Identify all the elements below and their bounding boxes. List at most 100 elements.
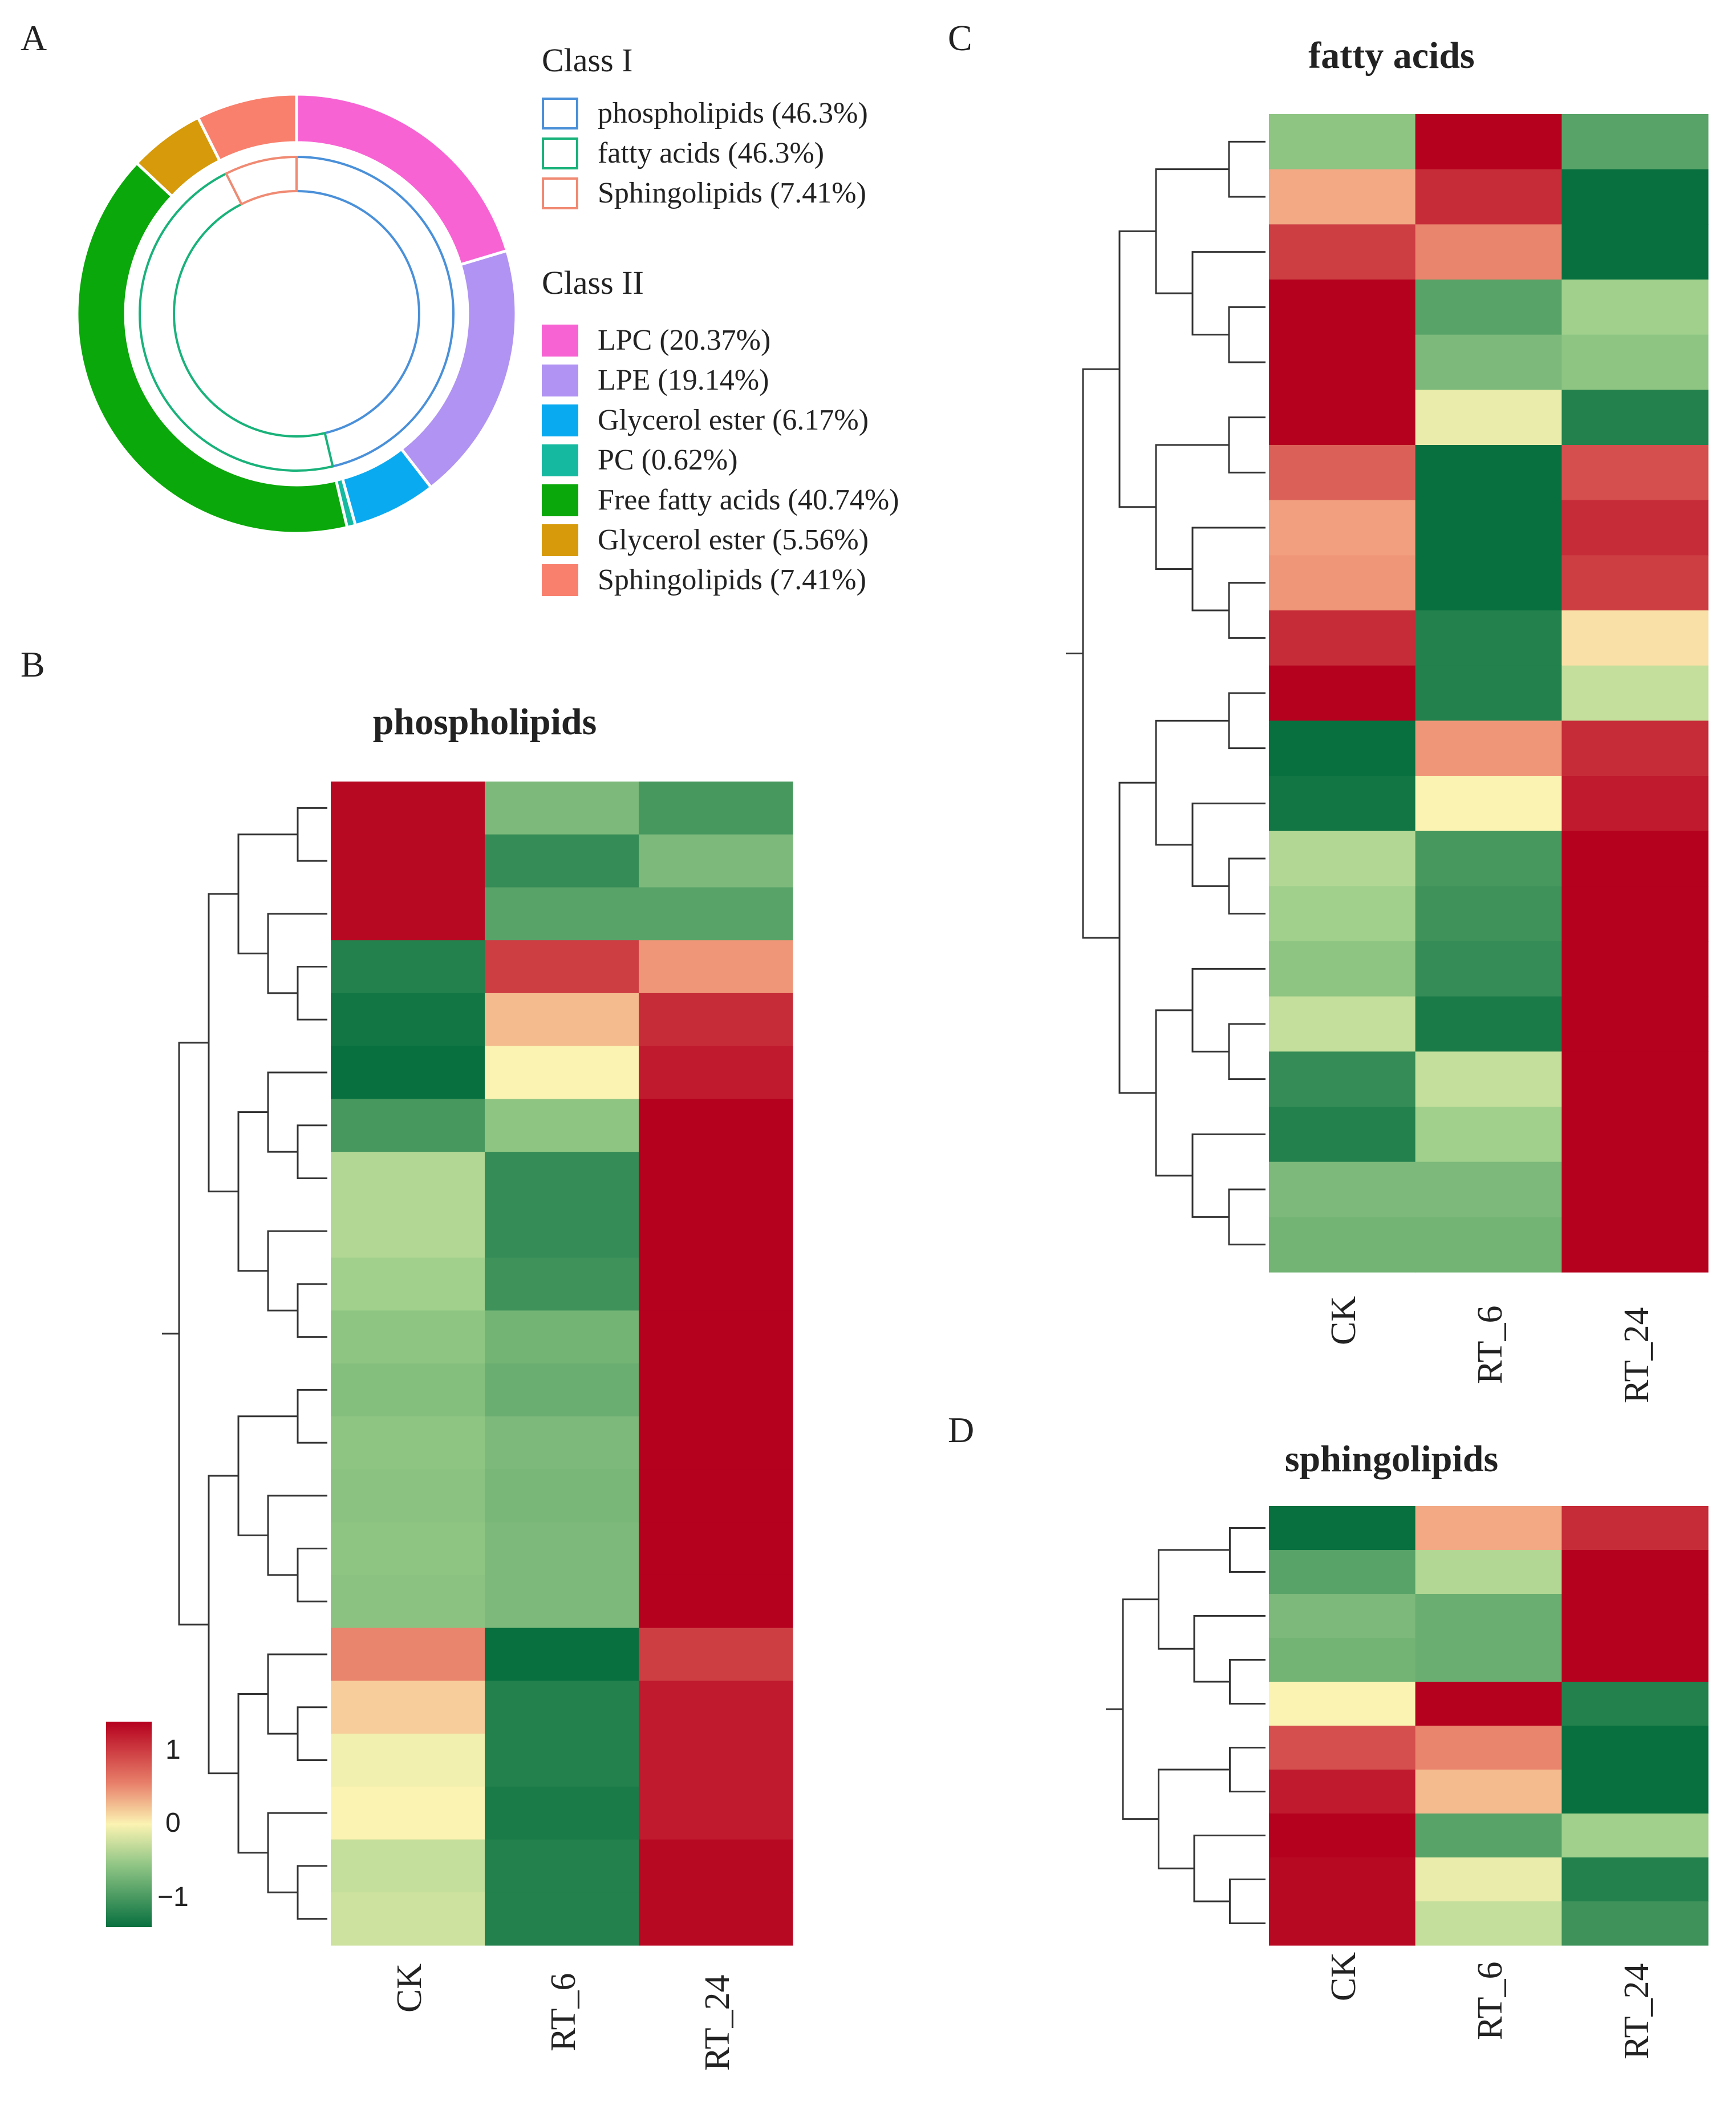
- heatmap-cell: [639, 1046, 793, 1099]
- heatmap-cell: [1415, 1857, 1562, 1902]
- color-scale-bar: [106, 1722, 152, 1927]
- heatmap-cell: [1561, 1550, 1709, 1594]
- heatmap-cell: [1415, 1594, 1562, 1638]
- heatmap-sphingolipids: [1106, 1506, 1709, 1946]
- legend-label: LPC (20.37%): [598, 324, 771, 357]
- heatmap-c-column-label: RT_6: [1471, 1305, 1510, 1384]
- legend-swatch: [542, 484, 578, 516]
- heatmap-cell: [1415, 1161, 1562, 1217]
- heatmap-cell: [639, 1204, 793, 1258]
- heatmap-d-title: sphingolipids: [1284, 1438, 1499, 1480]
- dendrogram-branch: [237, 1415, 298, 1536]
- heatmap-cell: [1561, 610, 1709, 666]
- heatmap-cell: [1269, 280, 1416, 335]
- heatmap-cell: [639, 1628, 793, 1681]
- colorbar-gradient: [106, 1722, 152, 1927]
- heatmap-cell: [485, 834, 639, 888]
- heatmap-cell: [485, 782, 639, 835]
- heatmap-cell: [331, 993, 485, 1047]
- heatmap-cell: [485, 1257, 639, 1311]
- heatmap-cell: [1269, 1217, 1416, 1273]
- dendrogram-branch: [1229, 1527, 1266, 1573]
- heatmap-cell: [1269, 1550, 1416, 1594]
- heatmap-cell: [1561, 500, 1709, 556]
- heatmap-cell: [485, 1681, 639, 1734]
- heatmap-cell: [1415, 941, 1562, 997]
- heatmap-cell: [1415, 1051, 1562, 1107]
- heatmap-cell: [1561, 1770, 1709, 1814]
- heatmap-b-column-label: RT_24: [698, 1974, 737, 2071]
- heatmap-cell: [1561, 555, 1709, 611]
- dendrogram-branch: [1228, 416, 1266, 473]
- heatmap-cell: [1269, 1594, 1416, 1638]
- heatmap-cell: [1561, 720, 1709, 776]
- heatmap-cell: [331, 1257, 485, 1311]
- heatmap-cell: [1561, 1857, 1709, 1902]
- heatmap-cell: [485, 1469, 639, 1523]
- heatmap-cell: [331, 1681, 485, 1734]
- heatmap-cell: [1561, 1638, 1709, 1682]
- heatmap-cell: [1269, 665, 1416, 721]
- dendrogram-branch: [1191, 1133, 1266, 1218]
- heatmap-cell: [1269, 390, 1416, 446]
- heatmap-cell: [1415, 776, 1562, 832]
- heatmap-cell: [1415, 1506, 1562, 1551]
- heatmap-cell: [1269, 1814, 1416, 1858]
- donut-outer-slice: [196, 92, 298, 163]
- dendrogram-branch: [1118, 782, 1156, 1094]
- heatmap-cell: [1415, 996, 1562, 1052]
- legend-swatch: [542, 564, 578, 596]
- heatmap-cell: [639, 782, 793, 835]
- heatmap-cell: [331, 1892, 485, 1946]
- heatmap-cell: [639, 834, 793, 888]
- heatmap-cell: [1415, 1107, 1562, 1163]
- heatmap-cell: [485, 1734, 639, 1787]
- dendrogram-branch: [267, 1071, 327, 1153]
- dendrogram-branch: [1191, 251, 1266, 336]
- heatmap-cell: [1561, 1814, 1709, 1858]
- heatmap-cell: [1561, 334, 1709, 390]
- legend-swatch: [542, 524, 578, 556]
- heatmap-cell: [1561, 114, 1709, 170]
- dendrogram-branch: [1158, 1549, 1230, 1650]
- heatmap-cell: [1415, 280, 1562, 335]
- dendrogram-branch: [237, 1111, 268, 1272]
- donut-inner-slice: [224, 155, 298, 206]
- heatmap-fatty-acids: [1066, 114, 1709, 1273]
- heatmap-cell: [1269, 114, 1416, 170]
- heatmap-cell: [485, 1892, 639, 1946]
- heatmap-cell: [485, 1522, 639, 1576]
- heatmap-cell: [485, 1099, 639, 1152]
- colorbar-tick-high: 1: [165, 1735, 181, 1765]
- heatmap-cell: [1415, 334, 1562, 390]
- heatmap-c-title: fatty acids: [1308, 35, 1475, 76]
- dendrogram-branch: [297, 1283, 327, 1338]
- heatmap-cell: [1415, 445, 1562, 501]
- heatmap-cell: [1269, 1161, 1416, 1217]
- heatmap-cell: [1269, 1901, 1416, 1946]
- donut-outer-slice: [75, 161, 349, 535]
- heatmap-cell: [1269, 1770, 1416, 1814]
- heatmap-c-column-label: CK: [1324, 1296, 1364, 1345]
- heatmap-cell: [639, 1469, 793, 1523]
- heatmap-cell: [485, 1786, 639, 1840]
- heatmap-cell: [1269, 1051, 1416, 1107]
- panel-c-letter: C: [948, 18, 972, 58]
- heatmap-cell: [639, 940, 793, 994]
- legend-label: fatty acids (46.3%): [598, 137, 825, 169]
- heatmap-b-title: phospholipids: [372, 701, 597, 743]
- heatmap-cell: [1415, 390, 1562, 446]
- heatmap-cell: [1561, 941, 1709, 997]
- heatmap-cell: [1561, 1107, 1709, 1163]
- panel-b-letter: B: [21, 644, 45, 685]
- legend-swatch: [542, 404, 578, 436]
- dendrogram: [1106, 1527, 1266, 1924]
- heatmap-cell: [639, 1839, 793, 1893]
- heatmap-cell: [1561, 1594, 1709, 1638]
- heatmap-cell: [331, 1469, 485, 1523]
- heatmap-cell: [639, 1099, 793, 1152]
- heatmap-cell: [331, 940, 485, 994]
- heatmap-cell: [1561, 1726, 1709, 1770]
- heatmap-cell: [331, 1310, 485, 1364]
- heatmap-cell: [331, 1046, 485, 1099]
